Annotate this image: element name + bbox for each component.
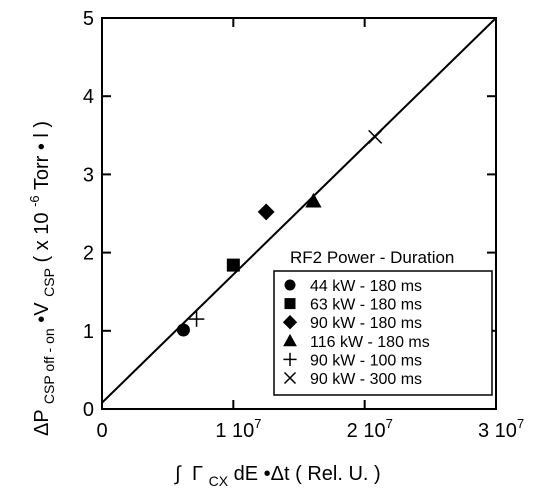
x-label-rest: dE •Δt ( Rel. U. ) [234,463,381,485]
x-tick-label: 0 [96,420,107,442]
y-label-unit-b: Torr • l ) [31,121,53,190]
x-tick-label: 3 107 [478,416,524,442]
legend-marker-circle-shape [284,279,296,291]
data-point-circle-shape [176,323,190,337]
x-label-gamma: Γ [192,463,203,485]
y-label-unit-sup: -6 [27,195,42,207]
y-label-delta: ΔP [31,410,53,436]
y-tick-label: 0 [83,399,94,421]
data-point-diamond [257,203,275,221]
y-axis-label: ΔP CSP off - on •V CSP ( x 10 -6 Torr • … [22,121,59,436]
legend-box [273,270,493,396]
legend-marker-triangle-shape [283,333,297,347]
x-axis-label: ∫ Γ CX dE •Δt ( Rel. U. ) [174,463,381,491]
legend-marker-triangle [283,333,297,347]
legend-marker-diamond [282,315,298,330]
x-tick-label-text: 1 10 [215,420,254,442]
y-label-p-sub: CSP off - on [41,328,57,404]
legend-label: 44 kW - 180 ms [310,278,422,295]
y-tick-label: 4 [83,86,94,108]
legend-marker-circle [284,279,296,291]
data-points [176,129,383,337]
y-tick-label: 1 [83,321,94,343]
data-point-triangle-shape [305,192,322,208]
legend-marker-square [284,298,296,310]
data-point-diamond-shape [257,203,275,221]
legend-marker-square-shape [284,298,296,310]
legend-label: 63 kW - 180 ms [310,297,422,314]
x-tick-label-text: 3 10 [478,420,517,442]
x-label-integral: ∫ [174,463,182,485]
legend-label: 116 kW - 180 ms [310,334,430,351]
legend-marker-plus [283,352,297,366]
data-point-cross [368,129,383,144]
x-tick-label: 2 107 [347,416,393,442]
y-label-unit-a: ( x 10 [31,212,53,262]
x-tick-label-text: 0 [96,420,107,442]
x-tick-label-exponent: 7 [386,416,393,431]
data-point-plus [188,311,205,327]
legend-title: RF2 Power - Duration [290,248,454,267]
fit-line-group [101,17,497,404]
data-point-square [226,258,240,272]
legend-marker-cross-b [283,371,297,385]
x-tick-label-text: 2 10 [347,420,386,442]
legend: RF2 Power - Duration 44 kW - 180 ms 63 kW… [273,248,493,396]
legend-marker-diamond-shape [282,315,298,330]
y-tick-label: 3 [83,164,94,186]
y-label-mid: •V [31,302,53,323]
data-point-circle [176,323,190,337]
x-label-gamma-sub: CX [209,473,229,489]
plot-frame [101,17,497,410]
data-point-triangle [305,192,322,208]
legend-label: 90 kW - 100 ms [310,352,422,369]
y-label-v-sub: CSP [41,268,57,297]
y-tick-label: 5 [83,8,94,30]
legend-marker-cross [283,371,297,385]
x-tick-label-exponent: 7 [517,416,524,431]
x-tick-label-exponent: 7 [254,416,261,431]
legend-label: 90 kW - 300 ms [310,371,422,388]
data-point-square-shape [226,258,240,272]
data-point-cross-b [368,129,383,144]
legend-label: 90 kW - 180 ms [310,315,422,332]
x-tick-label: 1 107 [215,416,261,442]
y-tick-label: 2 [83,243,94,265]
fit-line [101,17,497,404]
